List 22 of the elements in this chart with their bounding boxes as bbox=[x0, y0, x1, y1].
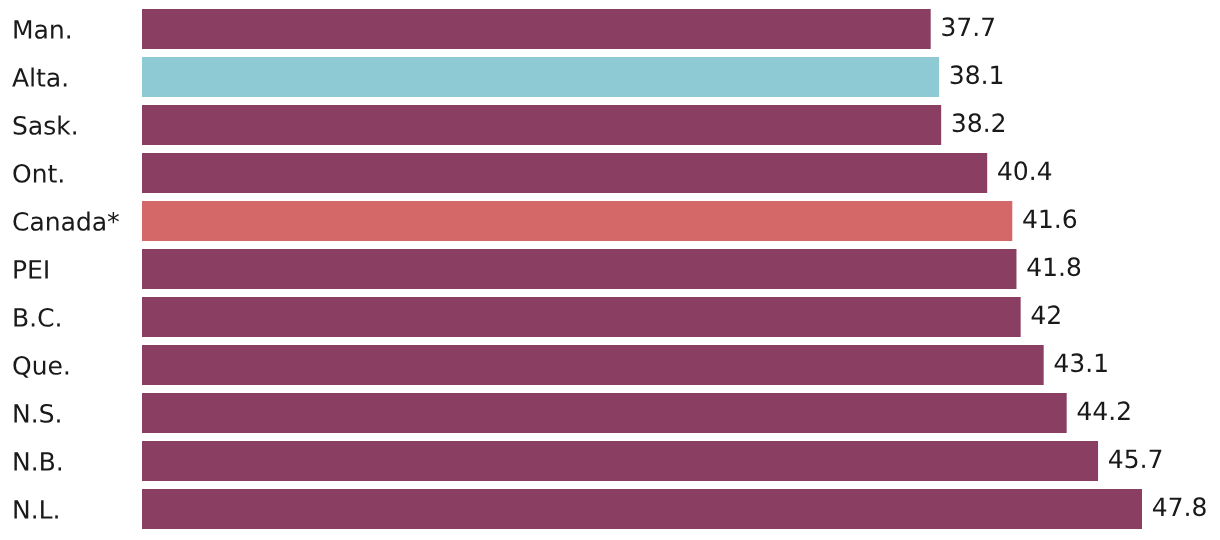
y-tick-label: N.S. bbox=[14, 403, 60, 423]
data-label: 45.7 bbox=[1109, 449, 1162, 469]
data-label: 44.2 bbox=[1077, 401, 1130, 420]
y-tick-label: N.B. bbox=[14, 452, 62, 471]
data-label: 43.1 bbox=[1054, 353, 1107, 373]
y-tick-label: N.L. bbox=[14, 500, 58, 519]
data-label: 47.8 bbox=[1152, 497, 1206, 517]
data-label: 41.6 bbox=[1023, 209, 1077, 229]
data-label: 41.8 bbox=[1027, 257, 1081, 277]
data-label: 38.2 bbox=[952, 113, 1005, 133]
y-tick-label: Sask. bbox=[13, 115, 76, 135]
y-tick-label: B.C. bbox=[14, 307, 60, 327]
data-label: 40.4 bbox=[998, 161, 1052, 181]
y-tick-label: Alta. bbox=[12, 67, 67, 87]
y-tick-label: Canada* bbox=[13, 211, 119, 231]
data-label: 38.1 bbox=[950, 65, 1003, 85]
data-label: 37.7 bbox=[942, 17, 994, 37]
y-tick-label: Que. bbox=[13, 355, 69, 378]
y-tick-label: Man. bbox=[14, 20, 70, 39]
y-tick-label: Ont. bbox=[13, 163, 63, 183]
y-tick-label: PEI bbox=[14, 260, 48, 279]
data-label: 42 bbox=[1031, 305, 1060, 324]
